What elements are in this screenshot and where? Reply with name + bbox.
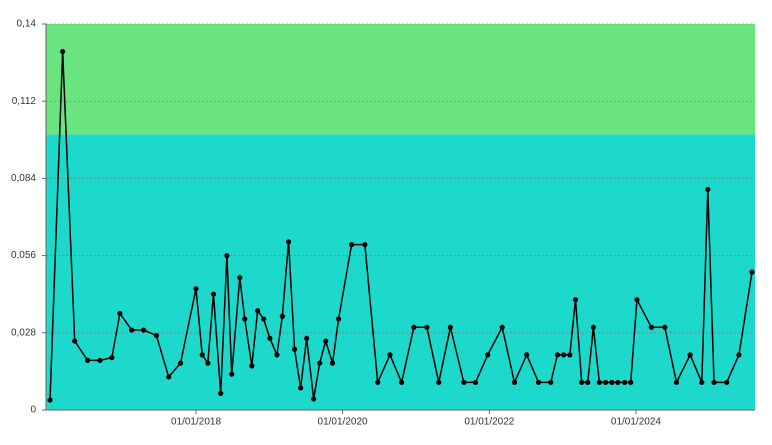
point xyxy=(749,269,755,275)
point xyxy=(323,338,329,344)
point xyxy=(193,286,199,292)
point xyxy=(249,363,255,369)
y-tick-label: 0,056 xyxy=(11,250,36,261)
point xyxy=(634,297,640,303)
point xyxy=(205,360,211,366)
point xyxy=(291,346,298,352)
point xyxy=(596,379,602,386)
point xyxy=(362,241,368,248)
point xyxy=(304,335,310,341)
point xyxy=(411,324,417,330)
point xyxy=(567,352,573,358)
point xyxy=(97,357,103,363)
point xyxy=(274,352,280,358)
point xyxy=(673,379,680,386)
point xyxy=(524,352,530,358)
point xyxy=(554,352,561,358)
point xyxy=(298,385,304,391)
x-tick-label: 01/01/2024 xyxy=(611,417,661,428)
point xyxy=(218,390,224,397)
x-tick-label: 01/01/2020 xyxy=(318,417,368,428)
point xyxy=(436,379,442,386)
point xyxy=(711,379,717,386)
point xyxy=(447,324,453,330)
point xyxy=(485,352,491,358)
point xyxy=(424,324,430,330)
point xyxy=(349,241,355,248)
point xyxy=(603,379,609,386)
point xyxy=(461,379,467,386)
point xyxy=(329,360,336,366)
point xyxy=(210,291,217,297)
point xyxy=(285,239,292,245)
point xyxy=(687,352,693,358)
y-tick-label: 0,028 xyxy=(11,327,36,338)
x-tick-label: 01/01/2018 xyxy=(171,417,221,428)
point xyxy=(129,327,135,333)
band xyxy=(46,24,755,135)
point xyxy=(229,371,235,377)
point xyxy=(153,332,160,339)
point xyxy=(140,327,147,333)
point xyxy=(585,379,591,386)
point xyxy=(224,253,230,259)
point xyxy=(279,313,285,319)
point xyxy=(177,360,184,366)
y-tick-label: 0 xyxy=(30,405,36,416)
point xyxy=(548,379,554,386)
point xyxy=(166,374,172,380)
point xyxy=(47,397,53,403)
point xyxy=(84,357,91,363)
point xyxy=(736,352,742,358)
point xyxy=(60,48,66,55)
y-tick-label: 0,084 xyxy=(11,173,36,184)
point xyxy=(255,308,261,314)
point xyxy=(511,379,518,386)
x-tick-label: 01/01/2022 xyxy=(464,417,514,428)
point xyxy=(117,310,123,317)
point xyxy=(267,335,273,341)
point xyxy=(628,379,634,386)
point xyxy=(579,379,585,386)
point xyxy=(622,379,628,386)
point xyxy=(311,396,317,402)
point xyxy=(375,379,381,386)
point xyxy=(699,379,705,386)
band xyxy=(46,134,755,411)
point xyxy=(561,352,567,358)
point xyxy=(72,338,78,344)
point xyxy=(399,379,405,386)
point xyxy=(317,360,323,366)
point xyxy=(199,352,205,358)
point xyxy=(724,379,730,386)
point xyxy=(242,316,248,322)
point xyxy=(662,324,668,330)
point xyxy=(237,275,243,281)
point xyxy=(615,379,621,386)
y-tick-label: 0,14 xyxy=(17,19,37,30)
y-tick-label: 0,112 xyxy=(12,96,37,107)
point xyxy=(387,352,393,358)
point xyxy=(648,324,654,330)
point xyxy=(499,324,505,330)
point xyxy=(335,316,342,322)
point xyxy=(609,379,615,386)
point xyxy=(109,355,115,361)
point xyxy=(472,379,479,386)
point xyxy=(535,379,542,386)
point xyxy=(572,297,579,303)
point xyxy=(705,186,711,193)
point xyxy=(261,316,267,322)
point xyxy=(590,324,596,330)
